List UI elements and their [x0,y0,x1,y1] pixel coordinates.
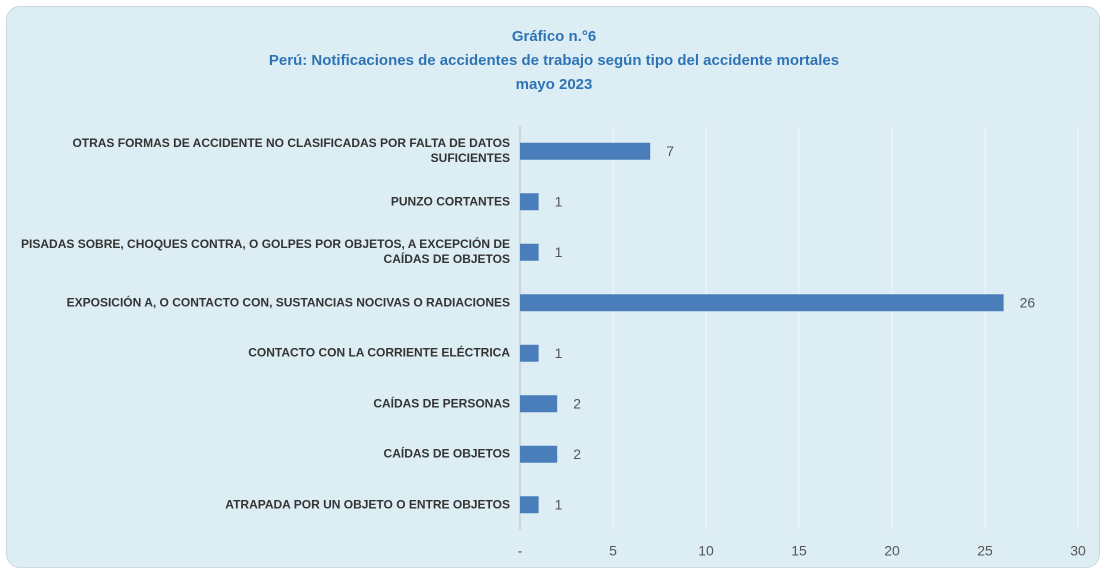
y-tick-label: ATRAPADA POR UN OBJETO O ENTRE OBJETOS [225,497,510,512]
data-label: 2 [573,395,581,411]
bar [520,395,558,413]
data-label: 26 [1020,294,1036,310]
y-tick-label: CAÍDAS DE OBJETOS [383,446,510,461]
bar [520,344,539,362]
data-label: 1 [555,345,563,361]
data-label: 1 [555,496,563,512]
bar [520,496,539,514]
y-tick-label: PISADAS SOBRE, CHOQUES CONTRA, O GOLPES … [21,237,510,267]
bar [520,445,558,463]
chart-background [6,6,1100,568]
data-label: 2 [573,446,581,462]
chart-title: Gráfico n.°6 [511,28,597,45]
x-tick-label: 5 [609,543,617,559]
x-tick-label: - [518,543,523,559]
bar [520,294,1004,312]
data-label: 1 [555,193,563,209]
y-tick-label: CAÍDAS DE PERSONAS [373,396,510,411]
data-label: 1 [555,244,563,260]
chart-subtitle: mayo 2023 [515,76,593,93]
x-tick-label: 20 [884,543,900,559]
y-tick-label: OTRAS FORMAS DE ACCIDENTE NO CLASIFICADA… [72,136,510,166]
y-tick-label: CONTACTO CON LA CORRIENTE ELÉCTRICA [248,345,510,360]
bar [520,243,539,261]
x-tick-label: 30 [1070,543,1086,559]
x-tick-label: 25 [977,543,993,559]
x-tick-label: 15 [791,543,807,559]
chart-subtitle: Perú: Notificaciones de accidentes de tr… [268,52,840,69]
data-label: 7 [666,143,674,159]
bar [520,142,651,160]
y-tick-label: PUNZO CORTANTES [390,194,510,209]
bar [520,193,539,211]
x-tick-label: 10 [698,543,714,559]
y-tick-label: EXPOSICIÓN A, O CONTACTO CON, SUSTANCIAS… [66,295,510,310]
